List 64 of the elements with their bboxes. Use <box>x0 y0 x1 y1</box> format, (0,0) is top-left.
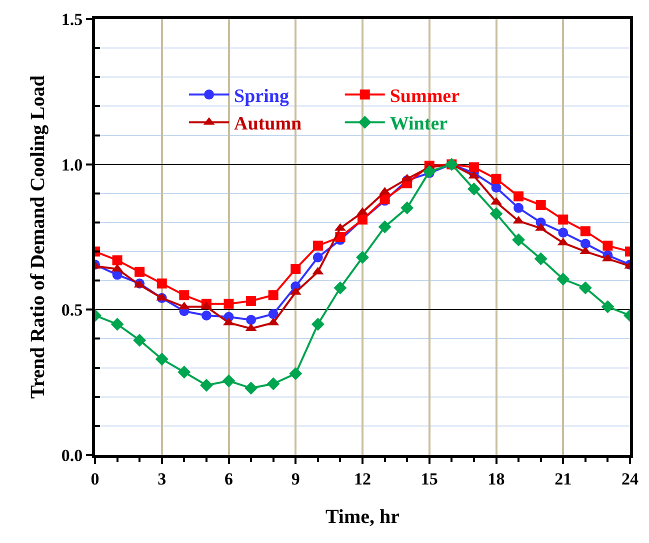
legend-label: Autumn <box>234 114 302 135</box>
x-tick-label: 21 <box>554 469 572 488</box>
point <box>601 300 614 314</box>
point <box>356 250 369 264</box>
x-tick-label: 0 <box>90 469 100 488</box>
point <box>133 334 146 347</box>
x-tick-label: 3 <box>158 469 166 488</box>
point <box>156 278 167 289</box>
point <box>312 240 323 251</box>
point <box>200 378 213 392</box>
point <box>224 298 234 309</box>
point <box>112 255 122 266</box>
point <box>155 352 168 366</box>
x-tick-label: 24 <box>622 469 639 488</box>
point <box>467 182 480 196</box>
x-axis-title: Time, hr <box>325 506 400 528</box>
point <box>514 191 524 202</box>
point <box>490 207 503 220</box>
point <box>580 238 590 249</box>
legend-label: Spring <box>234 86 290 107</box>
point <box>556 272 570 286</box>
point <box>558 214 568 225</box>
point <box>244 382 258 395</box>
point <box>268 290 278 300</box>
point <box>268 309 278 320</box>
point <box>514 202 524 213</box>
point <box>536 200 546 210</box>
point <box>311 318 324 331</box>
point <box>602 240 613 251</box>
point <box>134 266 145 277</box>
point <box>378 220 392 234</box>
x-tick-label: 12 <box>354 469 371 488</box>
point <box>578 281 592 294</box>
point <box>558 228 568 238</box>
y-tick-label: 0.5 <box>61 300 83 320</box>
point <box>334 281 347 294</box>
legend-label: Winter <box>390 114 448 135</box>
point <box>534 252 548 266</box>
y-axis-title: Trend Ratio of Demand Cooling Load <box>26 75 49 399</box>
point <box>289 367 302 380</box>
point <box>400 201 414 214</box>
point <box>266 377 280 390</box>
x-tick-label: 18 <box>488 469 505 488</box>
point <box>110 318 124 331</box>
point <box>512 233 526 246</box>
point <box>290 264 301 274</box>
point <box>491 182 502 193</box>
point <box>201 310 212 320</box>
point <box>580 226 590 236</box>
x-tick-label: 6 <box>224 469 233 488</box>
point <box>491 174 502 184</box>
x-tick-label: 9 <box>291 469 300 488</box>
point <box>178 366 191 379</box>
y-tick-label: 1.0 <box>61 155 83 174</box>
point <box>312 252 323 262</box>
point <box>179 290 190 300</box>
y-tick-label: 0.0 <box>61 446 83 465</box>
point <box>246 296 256 306</box>
x-tick-label: 15 <box>420 469 438 488</box>
legend-label: Summer <box>390 86 460 107</box>
point <box>222 374 236 388</box>
point <box>246 314 256 325</box>
point <box>468 162 479 172</box>
y-tick-label: 1.5 <box>61 10 83 29</box>
